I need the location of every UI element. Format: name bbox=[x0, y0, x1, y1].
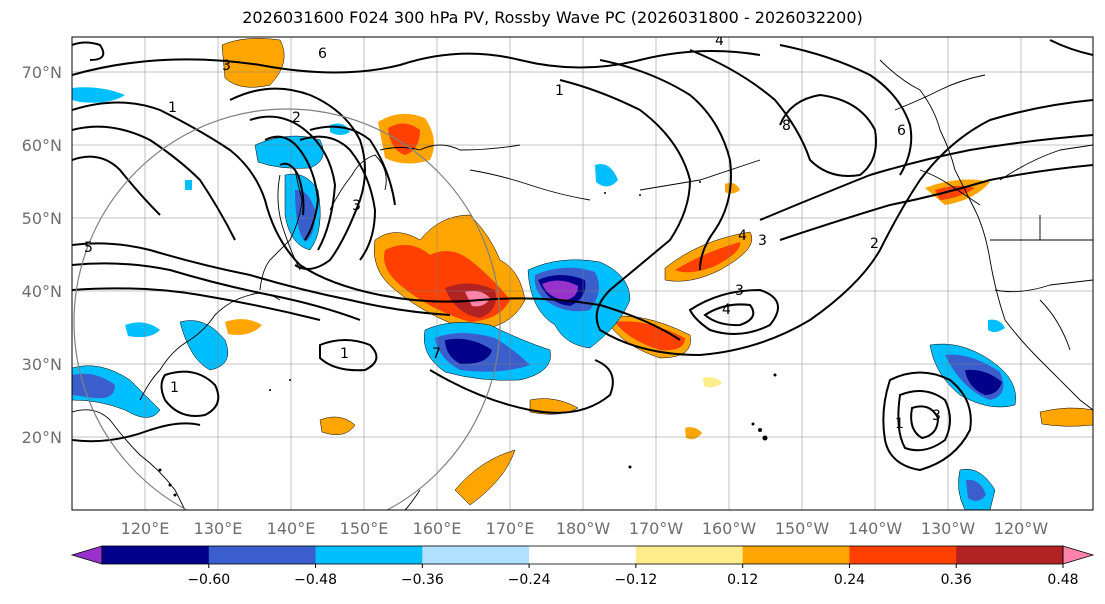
svg-text:3: 3 bbox=[735, 283, 744, 299]
svg-text:130°E: 130°E bbox=[194, 519, 243, 538]
svg-text:140°E: 140°E bbox=[267, 519, 316, 538]
anomaly-shading bbox=[72, 38, 1093, 510]
svg-text:6: 6 bbox=[318, 46, 327, 62]
svg-text:2: 2 bbox=[870, 236, 879, 252]
colorbar-segment bbox=[208, 546, 317, 564]
svg-text:60°N: 60°N bbox=[22, 136, 62, 155]
contour-labels: 1 2 1 6 6 5 4 3 3 4 2 1 1 3 1 7 8 3 3 4 bbox=[84, 33, 941, 432]
colorbar-tick-label: 0.24 bbox=[834, 572, 865, 588]
svg-text:1: 1 bbox=[555, 83, 564, 99]
svg-text:150°W: 150°W bbox=[775, 519, 830, 538]
svg-text:5: 5 bbox=[84, 240, 93, 256]
svg-text:3: 3 bbox=[758, 233, 767, 249]
svg-text:1: 1 bbox=[340, 346, 349, 362]
svg-text:7: 7 bbox=[432, 346, 441, 362]
colorbar-segment bbox=[422, 546, 530, 564]
longitude-labels: 120°E 130°E 140°E 150°E 160°E 170°E 180°… bbox=[121, 519, 1049, 538]
colorbar-tick-label: −0.12 bbox=[614, 572, 657, 588]
svg-text:3: 3 bbox=[222, 58, 231, 74]
svg-text:2: 2 bbox=[292, 110, 301, 126]
map-frame bbox=[71, 36, 1094, 511]
svg-text:170°E: 170°E bbox=[486, 519, 535, 538]
reference-circle bbox=[73, 108, 501, 510]
colorbar-tick-label: −0.60 bbox=[187, 572, 230, 588]
colorbar-segment bbox=[742, 546, 850, 564]
svg-text:3: 3 bbox=[932, 408, 941, 424]
svg-text:70°N: 70°N bbox=[22, 63, 62, 82]
svg-text:160°W: 160°W bbox=[702, 519, 757, 538]
colorbar-segment bbox=[102, 546, 210, 564]
svg-text:8: 8 bbox=[782, 118, 791, 134]
colorbar-extend-high bbox=[1062, 545, 1095, 565]
svg-text:30°N: 30°N bbox=[22, 355, 62, 374]
svg-text:1: 1 bbox=[170, 380, 179, 396]
svg-text:20°N: 20°N bbox=[22, 428, 62, 447]
coastlines bbox=[72, 59, 1093, 510]
colorbar-segment bbox=[529, 546, 637, 564]
svg-text:40°N: 40°N bbox=[22, 282, 62, 301]
colorbar-tick-label: 0.12 bbox=[727, 572, 758, 588]
svg-text:120°E: 120°E bbox=[121, 519, 170, 538]
colorbar-frame bbox=[101, 545, 1064, 565]
svg-text:160°E: 160°E bbox=[413, 519, 462, 538]
colorbar-segment bbox=[956, 546, 1064, 564]
colorbar-segment bbox=[849, 546, 957, 564]
colorbar-tick-label: 0.48 bbox=[1047, 572, 1078, 588]
svg-text:130°W: 130°W bbox=[921, 519, 976, 538]
svg-text:4: 4 bbox=[722, 302, 731, 318]
svg-text:150°E: 150°E bbox=[340, 519, 389, 538]
svg-text:120°W: 120°W bbox=[994, 519, 1049, 538]
svg-text:140°W: 140°W bbox=[848, 519, 903, 538]
svg-text:3: 3 bbox=[352, 198, 361, 214]
svg-text:4: 4 bbox=[738, 228, 747, 244]
svg-text:4: 4 bbox=[715, 33, 724, 49]
colorbar-tick-label: −0.48 bbox=[294, 572, 337, 588]
colorbar-tick-label: −0.36 bbox=[401, 572, 444, 588]
latitude-labels: 70°N 60°N 50°N 40°N 30°N 20°N bbox=[22, 63, 62, 447]
colorbar: −0.60 −0.48 −0.36 −0.24 −0.12 0.12 0.24 0.36 0.4… bbox=[70, 545, 1095, 588]
svg-text:170°W: 170°W bbox=[629, 519, 684, 538]
colorbar-extend-low bbox=[70, 545, 103, 565]
pv-contours bbox=[72, 39, 1093, 472]
colorbar-segment bbox=[315, 546, 423, 564]
colorbar-segment bbox=[635, 546, 744, 564]
islands bbox=[158, 181, 777, 497]
svg-text:50°N: 50°N bbox=[22, 209, 62, 228]
colorbar-tick-label: 0.36 bbox=[941, 572, 972, 588]
svg-text:180°W: 180°W bbox=[556, 519, 611, 538]
map-title: 2026031600 F024 300 hPa PV, Rossby Wave … bbox=[242, 8, 863, 27]
svg-text:1: 1 bbox=[895, 416, 904, 432]
svg-text:6: 6 bbox=[897, 123, 906, 139]
colorbar-tick-label: −0.24 bbox=[508, 572, 551, 588]
svg-text:1: 1 bbox=[168, 100, 177, 116]
